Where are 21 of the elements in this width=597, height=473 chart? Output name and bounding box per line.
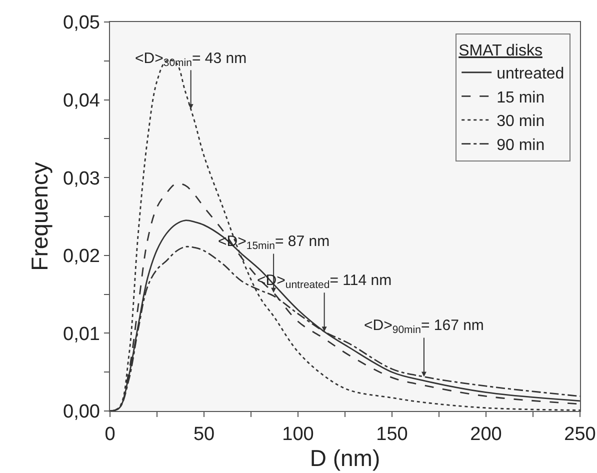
x-tick-label: 150 [376, 424, 408, 445]
legend-label: 30 min [496, 113, 545, 130]
y-tick-label: 0,04 [63, 90, 100, 112]
x-tick-label: 100 [282, 424, 314, 445]
x-tick-label: 200 [470, 424, 502, 445]
legend-label: 15 min [496, 89, 545, 106]
legend-label: untreated [496, 66, 564, 83]
x-tick-label: 0 [104, 424, 116, 445]
x-tick-label: 250 [564, 424, 596, 445]
y-tick-label: 0,00 [63, 402, 100, 423]
y-tick-label: 0,03 [63, 168, 100, 190]
y-axis-title: Frequency [26, 162, 53, 271]
y-tick-label: 0,01 [63, 324, 100, 345]
y-tick-label: 0,05 [63, 12, 100, 34]
x-axis-title: D (nm) [310, 445, 380, 471]
x-tick-label: 50 [193, 424, 215, 445]
y-tick-label: 0,02 [63, 246, 100, 268]
legend-title: SMAT disks [458, 42, 542, 60]
annotation: <D>$_{90min}$= 167 nm [364, 317, 484, 336]
annotation: <D>$_{30min}$= 43 nm [135, 50, 247, 70]
legend-label: 90 min [496, 137, 545, 154]
